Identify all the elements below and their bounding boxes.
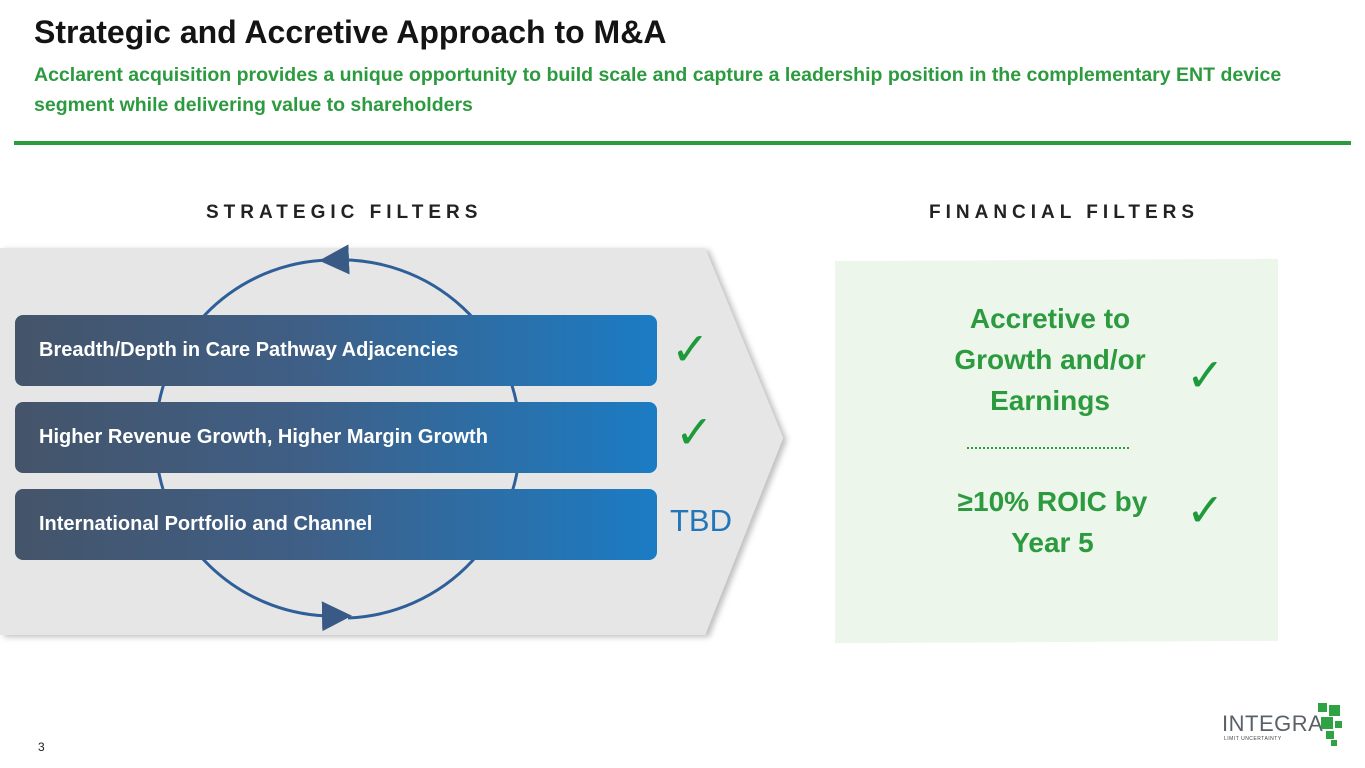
- logo-wordmark: INTEGRA: [1222, 711, 1324, 736]
- filter-label: International Portfolio and Channel: [39, 513, 373, 535]
- filter-label: Breadth/Depth in Care Pathway Adjacencie…: [39, 339, 459, 361]
- strategic-filters-heading: STRATEGIC FILTERS: [206, 202, 483, 223]
- check-icon: ✓: [1186, 348, 1225, 402]
- logo-square: [1321, 717, 1333, 729]
- integra-logo: INTEGRA LIMIT UNCERTAINTY: [1222, 703, 1362, 753]
- tbd-label: TBD: [670, 503, 732, 538]
- financial-accretive-text: Accretive to Growth and/or Earnings: [954, 303, 1146, 416]
- filter-bar-revenue-growth: Higher Revenue Growth, Higher Margin Gro…: [15, 402, 657, 473]
- logo-square: [1329, 705, 1340, 716]
- dotted-divider: [967, 447, 1129, 449]
- logo-square: [1331, 740, 1337, 746]
- financial-roic-text: ≥10% ROIC by Year 5: [957, 486, 1148, 558]
- logo-square: [1318, 703, 1327, 712]
- check-icon: ✓: [671, 322, 710, 376]
- logo-tagline: LIMIT UNCERTAINTY: [1224, 736, 1282, 742]
- page-title: Strategic and Accretive Approach to M&A: [34, 14, 667, 50]
- page-number: 3: [38, 740, 45, 754]
- logo-square: [1326, 731, 1334, 739]
- financial-filters-heading: FINANCIAL FILTERS: [929, 202, 1200, 223]
- filter-bar-care-pathway: Breadth/Depth in Care Pathway Adjacencie…: [15, 315, 657, 386]
- header-divider: [14, 141, 1351, 145]
- check-icon: ✓: [1186, 483, 1225, 537]
- check-icon: ✓: [675, 405, 714, 459]
- filter-bar-international: International Portfolio and Channel: [15, 489, 657, 560]
- filter-label: Higher Revenue Growth, Higher Margin Gro…: [39, 426, 488, 448]
- logo-square: [1335, 721, 1342, 728]
- page-subtitle: Acclarent acquisition provides a unique …: [34, 64, 1282, 116]
